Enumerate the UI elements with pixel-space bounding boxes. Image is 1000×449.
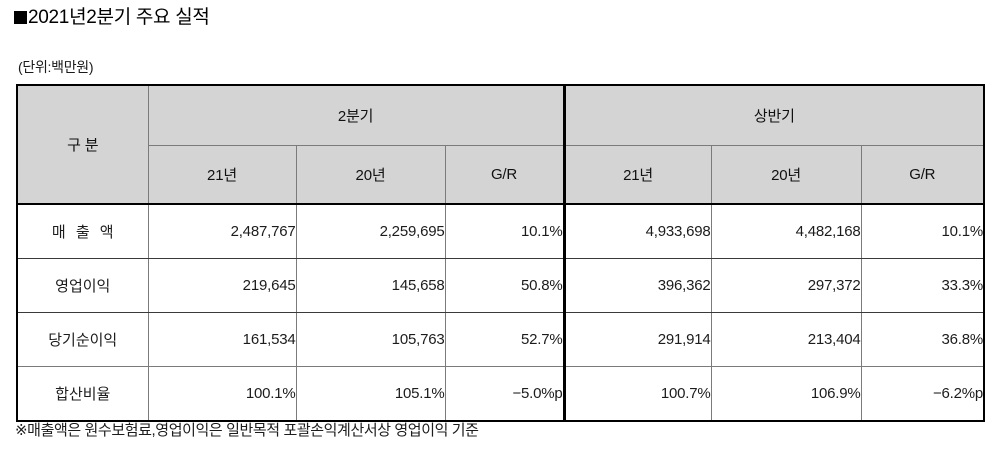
row-label-combined-ratio: 합산비율 bbox=[16, 366, 149, 422]
cell-combined-ratio-h1-gr: −6.2%p bbox=[860, 366, 985, 422]
header-row-groups: 구 분 2분기 상반기 bbox=[16, 84, 985, 205]
table-body: 매 출 액 2,487,767 2,259,695 10.1% 4,933,69… bbox=[16, 203, 985, 422]
header-group-h1: 상반기 bbox=[562, 84, 985, 146]
cell-net-income-h1-21: 291,914 bbox=[562, 312, 712, 367]
square-bullet-icon bbox=[14, 11, 27, 24]
table-header: 구 분 2분기 상반기 21년 20년 G/R 21년 20년 G/R bbox=[16, 84, 985, 205]
financial-table: 구 분 2분기 상반기 21년 20년 G/R 21년 20년 G/R 매 출 … bbox=[16, 84, 986, 422]
row-label-operating-profit: 영업이익 bbox=[16, 258, 149, 313]
cell-combined-ratio-q2-20: 105.1% bbox=[295, 366, 446, 422]
table-row: 합산비율 100.1% 105.1% −5.0%p 100.7% 106.9% … bbox=[16, 366, 985, 422]
cell-net-income-q2-gr: 52.7% bbox=[444, 312, 565, 367]
cell-operating-profit-q2-20: 145,658 bbox=[295, 258, 446, 313]
cell-revenue-q2-21: 2,487,767 bbox=[147, 203, 297, 259]
table-row: 당기순이익 161,534 105,763 52.7% 291,914 213,… bbox=[16, 312, 985, 367]
page-title: 2021년2분기 주요 실적 bbox=[14, 5, 210, 31]
cell-net-income-h1-gr: 36.8% bbox=[860, 312, 985, 367]
header-row-columns: 21년 20년 G/R 21년 20년 G/R bbox=[17, 145, 985, 205]
cell-net-income-q2-21: 161,534 bbox=[147, 312, 297, 367]
table-row: 영업이익 219,645 145,658 50.8% 396,362 297,3… bbox=[16, 258, 985, 313]
financial-table-wrap: 구 분 2분기 상반기 21년 20년 G/R 21년 20년 G/R 매 출 … bbox=[16, 84, 986, 422]
cell-combined-ratio-q2-21: 100.1% bbox=[147, 366, 297, 422]
cell-operating-profit-q2-gr: 50.8% bbox=[444, 258, 565, 313]
header-col-q2-20: 20년 bbox=[295, 145, 446, 205]
cell-operating-profit-h1-21: 396,362 bbox=[562, 258, 712, 313]
cell-revenue-h1-20: 4,482,168 bbox=[710, 203, 862, 259]
cell-revenue-h1-21: 4,933,698 bbox=[562, 203, 712, 259]
cell-net-income-h1-20: 213,404 bbox=[710, 312, 862, 367]
cell-revenue-q2-gr: 10.1% bbox=[444, 203, 565, 259]
header-group-q2: 2분기 bbox=[147, 84, 565, 146]
cell-revenue-h1-gr: 10.1% bbox=[860, 203, 985, 259]
cell-combined-ratio-h1-21: 100.7% bbox=[562, 366, 712, 422]
header-col-h1-gr: G/R bbox=[860, 145, 985, 205]
footnote: ※매출액은 원수보험료,영업이익은 일반목적 포괄손익계산서상 영업이익 기준 bbox=[15, 422, 479, 439]
header-col-h1-20: 20년 bbox=[710, 145, 862, 205]
unit-note: (단위:백만원) bbox=[18, 59, 94, 75]
header-col-h1-21: 21년 bbox=[562, 145, 712, 205]
cell-operating-profit-h1-20: 297,372 bbox=[710, 258, 862, 313]
row-label-net-income: 당기순이익 bbox=[16, 312, 149, 367]
page-title-text: 2021년2분기 주요 실적 bbox=[28, 7, 210, 28]
cell-operating-profit-q2-21: 219,645 bbox=[147, 258, 297, 313]
cell-net-income-q2-20: 105,763 bbox=[295, 312, 446, 367]
cell-revenue-q2-20: 2,259,695 bbox=[295, 203, 446, 259]
header-col-q2-21: 21년 bbox=[147, 145, 297, 205]
cell-combined-ratio-h1-20: 106.9% bbox=[710, 366, 862, 422]
row-label-revenue: 매 출 액 bbox=[16, 203, 149, 259]
table-row: 매 출 액 2,487,767 2,259,695 10.1% 4,933,69… bbox=[16, 203, 985, 259]
cell-operating-profit-h1-gr: 33.3% bbox=[860, 258, 985, 313]
header-col-q2-gr: G/R bbox=[444, 145, 565, 205]
header-corner-label: 구 분 bbox=[16, 84, 149, 205]
cell-combined-ratio-q2-gr: −5.0%p bbox=[444, 366, 565, 422]
